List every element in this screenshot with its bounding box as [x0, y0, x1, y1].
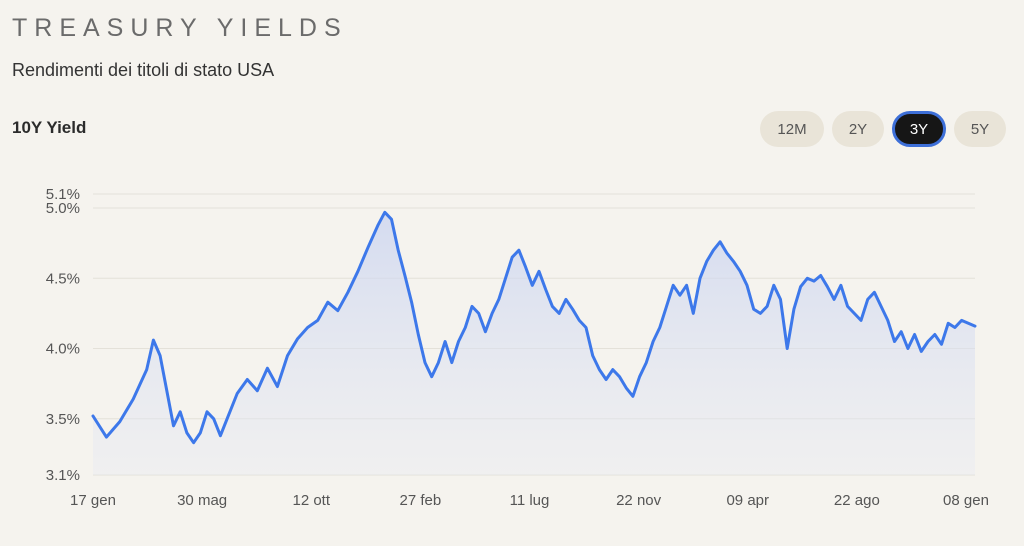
x-tick-label: 09 apr [726, 492, 769, 509]
x-tick-label: 17 gen [70, 492, 116, 509]
x-tick-label: 30 mag [177, 492, 227, 509]
x-tick-label: 22 nov [616, 492, 662, 509]
x-axis: 17 gen 30 mag 12 ott 27 feb 11 lug 22 nov 09 a… [70, 492, 989, 509]
x-tick-label: 11 lug [510, 492, 550, 509]
page-title: TREASURY YIELDS [12, 14, 348, 42]
x-tick-label: 08 gen [943, 492, 989, 509]
yield-chart: 3.1% 3.5% 4.0% 4.5% 5.0%5.1% 17 gen 30 mag 12 … [46, 186, 989, 509]
range-selector: 12M 2Y 3Y 5Y [760, 111, 1006, 147]
range-tab-5y[interactable]: 5Y [954, 111, 1006, 147]
yield-area [93, 212, 975, 476]
y-tick-label: 5.1% [46, 186, 80, 203]
y-axis: 3.1% 3.5% 4.0% 4.5% 5.0%5.1% [46, 186, 80, 484]
range-tab-12m[interactable]: 12M [760, 111, 824, 147]
page-subtitle: Rendimenti dei titoli di stato USA [12, 60, 275, 80]
x-tick-label: 12 ott [292, 492, 330, 509]
range-tab-3y[interactable]: 3Y [892, 111, 946, 147]
y-tick-label: 3.1% [46, 467, 80, 484]
y-tick-label: 4.0% [46, 341, 80, 358]
range-tab-2y[interactable]: 2Y [832, 111, 884, 147]
series-label: 10Y Yield [12, 118, 87, 137]
x-tick-label: 27 feb [400, 492, 442, 509]
y-tick-label: 5.0% [46, 200, 80, 217]
x-tick-label: 22 ago [834, 492, 880, 509]
y-tick-label: 4.5% [46, 270, 80, 287]
yield-line [91, 210, 977, 445]
y-tick-label: 3.5% [46, 411, 80, 428]
